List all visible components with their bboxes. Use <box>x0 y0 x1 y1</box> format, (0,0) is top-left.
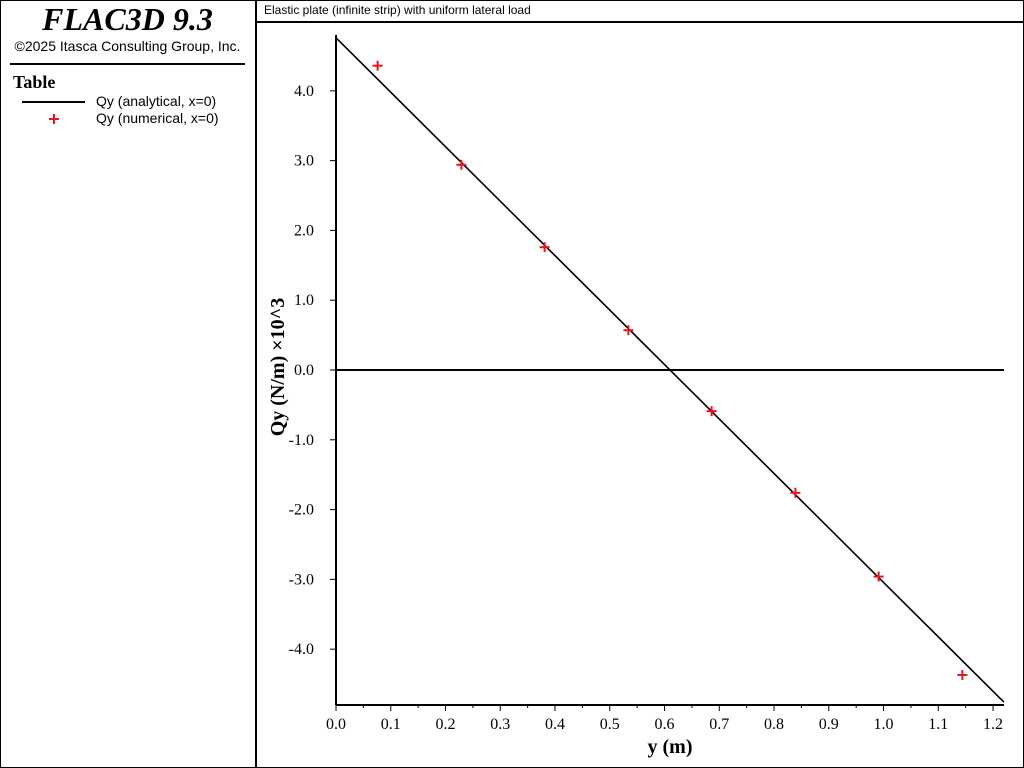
x-tick-label: 0.5 <box>600 716 620 733</box>
legend-item-numerical: Qy (numerical, x=0) <box>0 109 255 127</box>
x-axis-label: y (m) <box>648 736 693 758</box>
x-tick-label: 0.2 <box>436 716 456 733</box>
x-tick-label: 1.0 <box>874 716 894 733</box>
chart-plot: 4.0 3.0 2.0 1.0 0.0 -1.0 -2.0 -3.0 -4.0 0.0 0.1 0.2… <box>267 35 1005 758</box>
x-tick-label: 0.8 <box>764 716 784 733</box>
numerical-data-point <box>456 159 467 170</box>
x-tick-label: 0.1 <box>381 716 401 733</box>
numerical-data-point <box>623 325 634 336</box>
chart-title: Elastic plate (infinite strip) with unif… <box>264 3 531 17</box>
numerical-data-point <box>957 669 968 680</box>
copyright-text: ©2025 Itasca Consulting Group, Inc. <box>14 38 241 54</box>
numerical-data-point <box>539 242 550 253</box>
panel-divider <box>255 0 257 768</box>
y-tick-label: 2.0 <box>294 222 314 239</box>
line-symbol-icon <box>22 101 85 103</box>
y-tick-label: -1.0 <box>289 432 314 449</box>
y-tick-label: 3.0 <box>294 153 314 170</box>
plot-panel: Elastic plate (infinite strip) with unif… <box>257 0 1023 768</box>
y-tick-label: 1.0 <box>294 292 314 309</box>
legend-item-analytical: Qy (analytical, x=0) <box>0 92 255 110</box>
numerical-data-point <box>873 571 884 582</box>
x-tick-label: 1.1 <box>928 716 948 733</box>
x-tick-label: 1.2 <box>983 716 1003 733</box>
legend-label-numerical: Qy (numerical, x=0) <box>96 110 219 126</box>
x-tick-label: 0.0 <box>326 716 346 733</box>
numerical-data-point <box>372 60 383 71</box>
y-tick-label: 4.0 <box>294 83 314 100</box>
x-tick-label: 0.6 <box>655 716 675 733</box>
x-tick-label: 0.4 <box>545 716 565 733</box>
numerical-data-point <box>790 487 801 498</box>
plus-marker-icon <box>49 114 59 124</box>
analytical-series-line <box>335 37 1005 703</box>
legend-title: Table <box>13 72 56 92</box>
legend-divider <box>10 63 245 65</box>
x-tick-label: 0.7 <box>709 716 729 733</box>
legend-label-analytical: Qy (analytical, x=0) <box>96 93 217 109</box>
legend-panel: FLAC3D 9.3 ©2025 Itasca Consulting Group… <box>0 0 255 768</box>
title-divider <box>257 21 1023 23</box>
y-tick-label: 0.0 <box>294 362 314 379</box>
numerical-data-point <box>706 406 717 417</box>
app-title: FLAC3D 9.3 <box>42 1 213 37</box>
y-tick-label: -2.0 <box>289 502 314 519</box>
y-tick-label: -3.0 <box>289 571 314 588</box>
y-tick-label: -4.0 <box>289 641 314 658</box>
x-tick-label: 0.3 <box>490 716 510 733</box>
y-axis-label: Qy (N/m) ×10^3 <box>267 298 289 437</box>
x-tick-label: 0.9 <box>819 716 839 733</box>
